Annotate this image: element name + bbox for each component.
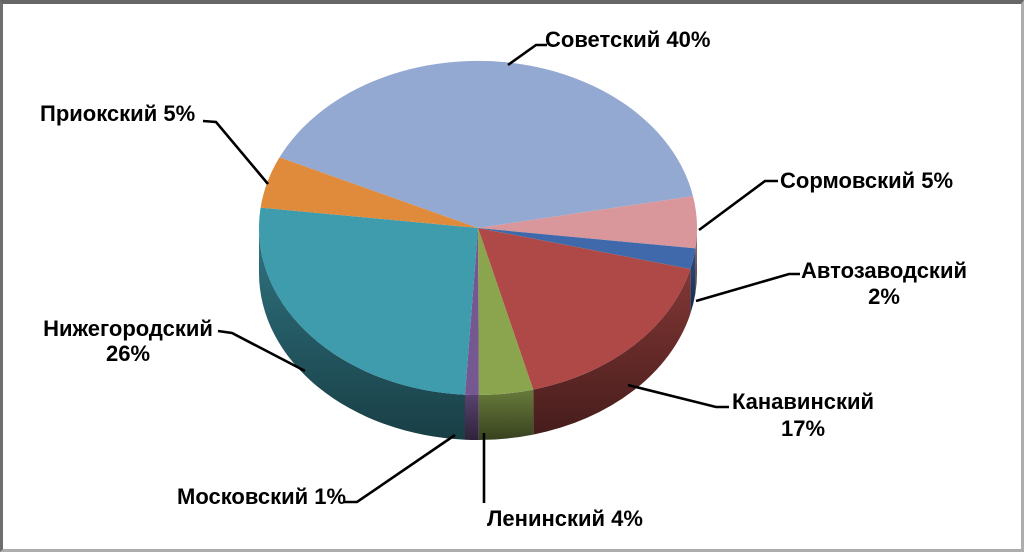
slice-label-kanavinsky-line2: 17% [781,416,825,441]
slice-label-avtozavodsky-line1: Автозаводский [801,258,967,283]
slice-label-nizhegorodsky-line2: 26% [106,341,150,366]
slice-label-sovetsky: Советский 40% [545,27,710,52]
pie-slice-side-sormovsky [695,228,698,294]
pie-slice-kanavinsky [478,228,691,390]
pie-slice-leninsky [478,228,534,395]
leader-line-avtozavodsky [695,272,800,303]
slice-label-sormovsky: Сормовский 5% [780,168,953,193]
pie-slice-avtozavodsky [478,228,696,269]
pie-side-faces [259,228,698,441]
slice-label-kanavinsky-line1: Канавинский [732,389,874,414]
leader-lines [202,43,800,504]
leader-line-kanavinsky [627,383,729,409]
leader-line-sovetsky [507,43,547,67]
pie-slice-prioksky [260,157,478,228]
leader-line-moskovsky [344,433,456,504]
pie-slice-side-leninsky [478,389,534,440]
pie-slice-sormovsky [478,196,698,249]
leader-line-prioksky [202,119,269,185]
slice-label-prioksky: Приокский 5% [40,101,195,126]
pie-slice-side-avtozavodsky [690,248,696,314]
pie-slice-side-moskovsky [465,394,479,441]
leader-line-nizhegorodsky [217,329,306,373]
leader-line-sormovsky [698,179,778,232]
slice-label-avtozavodsky-line2: 2% [868,284,900,309]
pie-slice-moskovsky [465,228,479,396]
pie-slice-nizhegorodsky [258,207,478,395]
pie-top-faces [258,60,698,396]
pie-slice-side-nizhegorodsky [259,228,465,440]
slice-label-moskovsky: Московский 1% [177,484,346,509]
slice-labels: Советский 40%Сормовский 5%Автозаводский2… [40,27,967,531]
slice-label-nizhegorodsky-line1: Нижегородский [43,316,213,341]
pie-slice-side-kanavinsky [533,269,691,435]
pie-slice-sovetsky [279,60,693,228]
slice-label-leninsky: Ленинский 4% [487,506,643,531]
